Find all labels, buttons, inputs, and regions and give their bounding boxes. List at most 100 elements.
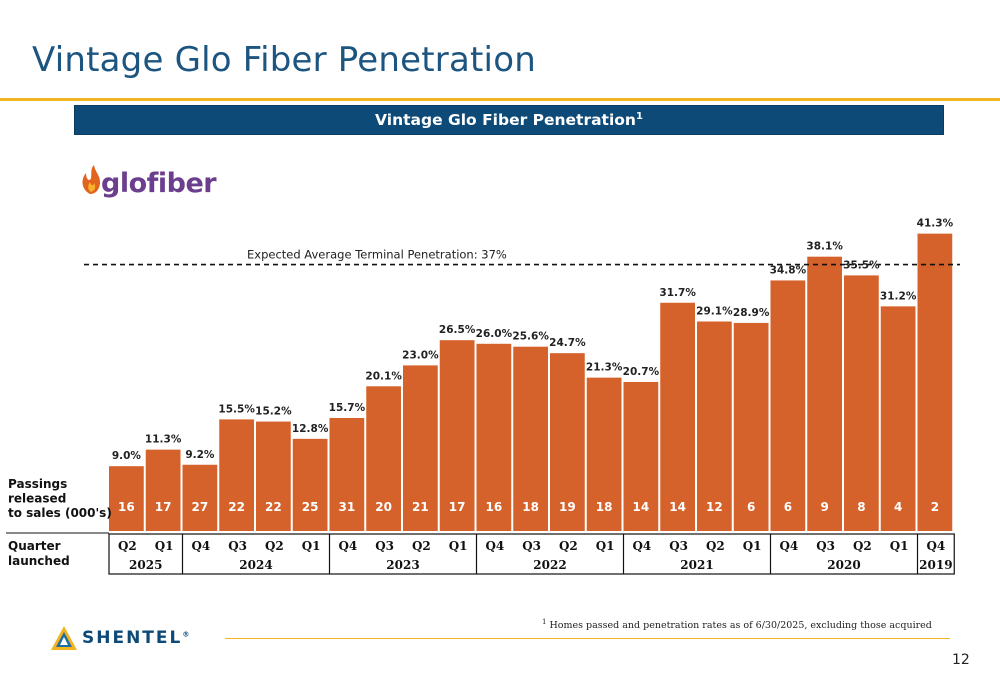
bar	[109, 466, 144, 531]
passings-row-label: to sales (000's)	[8, 506, 112, 520]
bar	[182, 464, 218, 531]
chart-banner: Vintage Glo Fiber Penetration1	[74, 105, 944, 135]
year-label: 2022	[533, 558, 566, 572]
quarter-label: Q2	[559, 539, 578, 553]
value-label: 31.2%	[880, 290, 917, 302]
value-label: 26.5%	[439, 324, 476, 336]
title-underline	[0, 98, 1000, 101]
quarter-label: Q2	[118, 539, 137, 553]
value-label: 9.2%	[185, 449, 215, 461]
quarter-label: Q4	[779, 539, 798, 553]
quarter-label: Q2	[265, 539, 284, 553]
value-label: 35.5%	[843, 259, 880, 271]
quarter-label: Q3	[375, 539, 394, 553]
quarter-label: Q1	[890, 539, 909, 553]
bar	[807, 256, 842, 531]
passings-value: 22	[228, 500, 245, 514]
bar	[329, 417, 365, 531]
bar	[623, 381, 659, 531]
passings-value: 21	[412, 500, 429, 514]
quarter-row-label: launched	[8, 554, 70, 568]
bar	[256, 421, 291, 531]
year-label: 2021	[680, 558, 713, 572]
passings-value: 12	[706, 500, 723, 514]
value-label: 25.6%	[512, 331, 549, 343]
passings-value: 17	[155, 500, 172, 514]
bar	[145, 449, 181, 531]
passings-value: 2	[931, 500, 939, 514]
quarter-label: Q3	[669, 539, 688, 553]
registered-mark: ®	[182, 630, 190, 639]
year-label: 2020	[827, 558, 860, 572]
value-label: 24.7%	[549, 337, 586, 349]
bar	[513, 346, 548, 531]
passings-value: 18	[522, 500, 539, 514]
banner-title: Vintage Glo Fiber Penetration	[375, 111, 636, 129]
passings-value: 4	[894, 500, 902, 514]
value-label: 21.3%	[586, 362, 623, 374]
value-label: 20.7%	[623, 366, 660, 378]
shentel-logo: SHENTEL®	[50, 625, 189, 651]
bar	[880, 306, 916, 531]
bar	[403, 365, 438, 531]
bar	[476, 343, 512, 531]
year-label: 2023	[386, 558, 419, 572]
bar	[660, 302, 695, 531]
bar	[219, 419, 254, 531]
passings-value: 18	[596, 500, 613, 514]
quarter-label: Q1	[449, 539, 468, 553]
passings-value: 22	[265, 500, 282, 514]
footnote-marker: 1	[542, 618, 547, 626]
value-label: 12.8%	[292, 423, 329, 435]
passings-value: 27	[192, 500, 209, 514]
year-label: 2025	[129, 558, 162, 572]
bar	[733, 322, 769, 531]
footnote-text: Homes passed and penetration rates as of…	[549, 620, 932, 632]
year-label: 2024	[239, 558, 272, 572]
passings-value: 25	[302, 500, 319, 514]
passings-row-label: released	[8, 492, 66, 506]
value-label: 29.1%	[696, 305, 733, 317]
value-label: 15.5%	[218, 403, 255, 415]
passings-row-label: Passings	[8, 477, 67, 491]
value-label: 31.7%	[659, 287, 696, 299]
quarter-label: Q1	[596, 539, 615, 553]
bar	[917, 233, 953, 531]
bar	[366, 386, 401, 531]
shentel-logo-text: SHENTEL®	[82, 628, 190, 648]
passings-value: 9	[820, 500, 828, 514]
quarter-row-label: Quarter	[8, 539, 61, 553]
reference-line-label: Expected Average Terminal Penetration: 3…	[247, 248, 507, 262]
footer-divider	[225, 638, 950, 639]
quarter-label: Q1	[743, 539, 762, 553]
value-label: 15.7%	[329, 402, 366, 414]
passings-value: 14	[633, 500, 650, 514]
value-label: 41.3%	[917, 218, 954, 230]
bar	[770, 280, 806, 531]
passings-value: 17	[449, 500, 466, 514]
slide-title: Vintage Glo Fiber Penetration	[32, 40, 536, 80]
quarter-label: Q4	[485, 539, 504, 553]
quarter-label: Q1	[155, 539, 174, 553]
passings-value: 6	[784, 500, 792, 514]
quarter-label: Q2	[853, 539, 872, 553]
value-label: 23.0%	[402, 349, 439, 361]
bar	[439, 340, 475, 531]
value-label: 11.3%	[145, 434, 182, 446]
value-label: 20.1%	[365, 370, 402, 382]
quarter-label: Q4	[338, 539, 357, 553]
banner-footnote-marker: 1	[635, 110, 643, 122]
penetration-bar-chart: glofiber Expected Average Terminal Penet…	[6, 165, 960, 575]
quarter-label: Q4	[926, 539, 945, 553]
passings-value: 20	[375, 500, 392, 514]
triangle-logo-icon	[51, 626, 77, 650]
value-label: 15.2%	[255, 406, 292, 418]
footnote: 1 Homes passed and penetration rates as …	[542, 618, 932, 631]
passings-value: 6	[747, 500, 755, 514]
flame-icon	[82, 165, 100, 194]
quarter-label: Q4	[191, 539, 210, 553]
bar	[586, 377, 622, 531]
quarter-label: Q2	[412, 539, 431, 553]
passings-value: 14	[669, 500, 686, 514]
quarter-label: Q2	[706, 539, 725, 553]
